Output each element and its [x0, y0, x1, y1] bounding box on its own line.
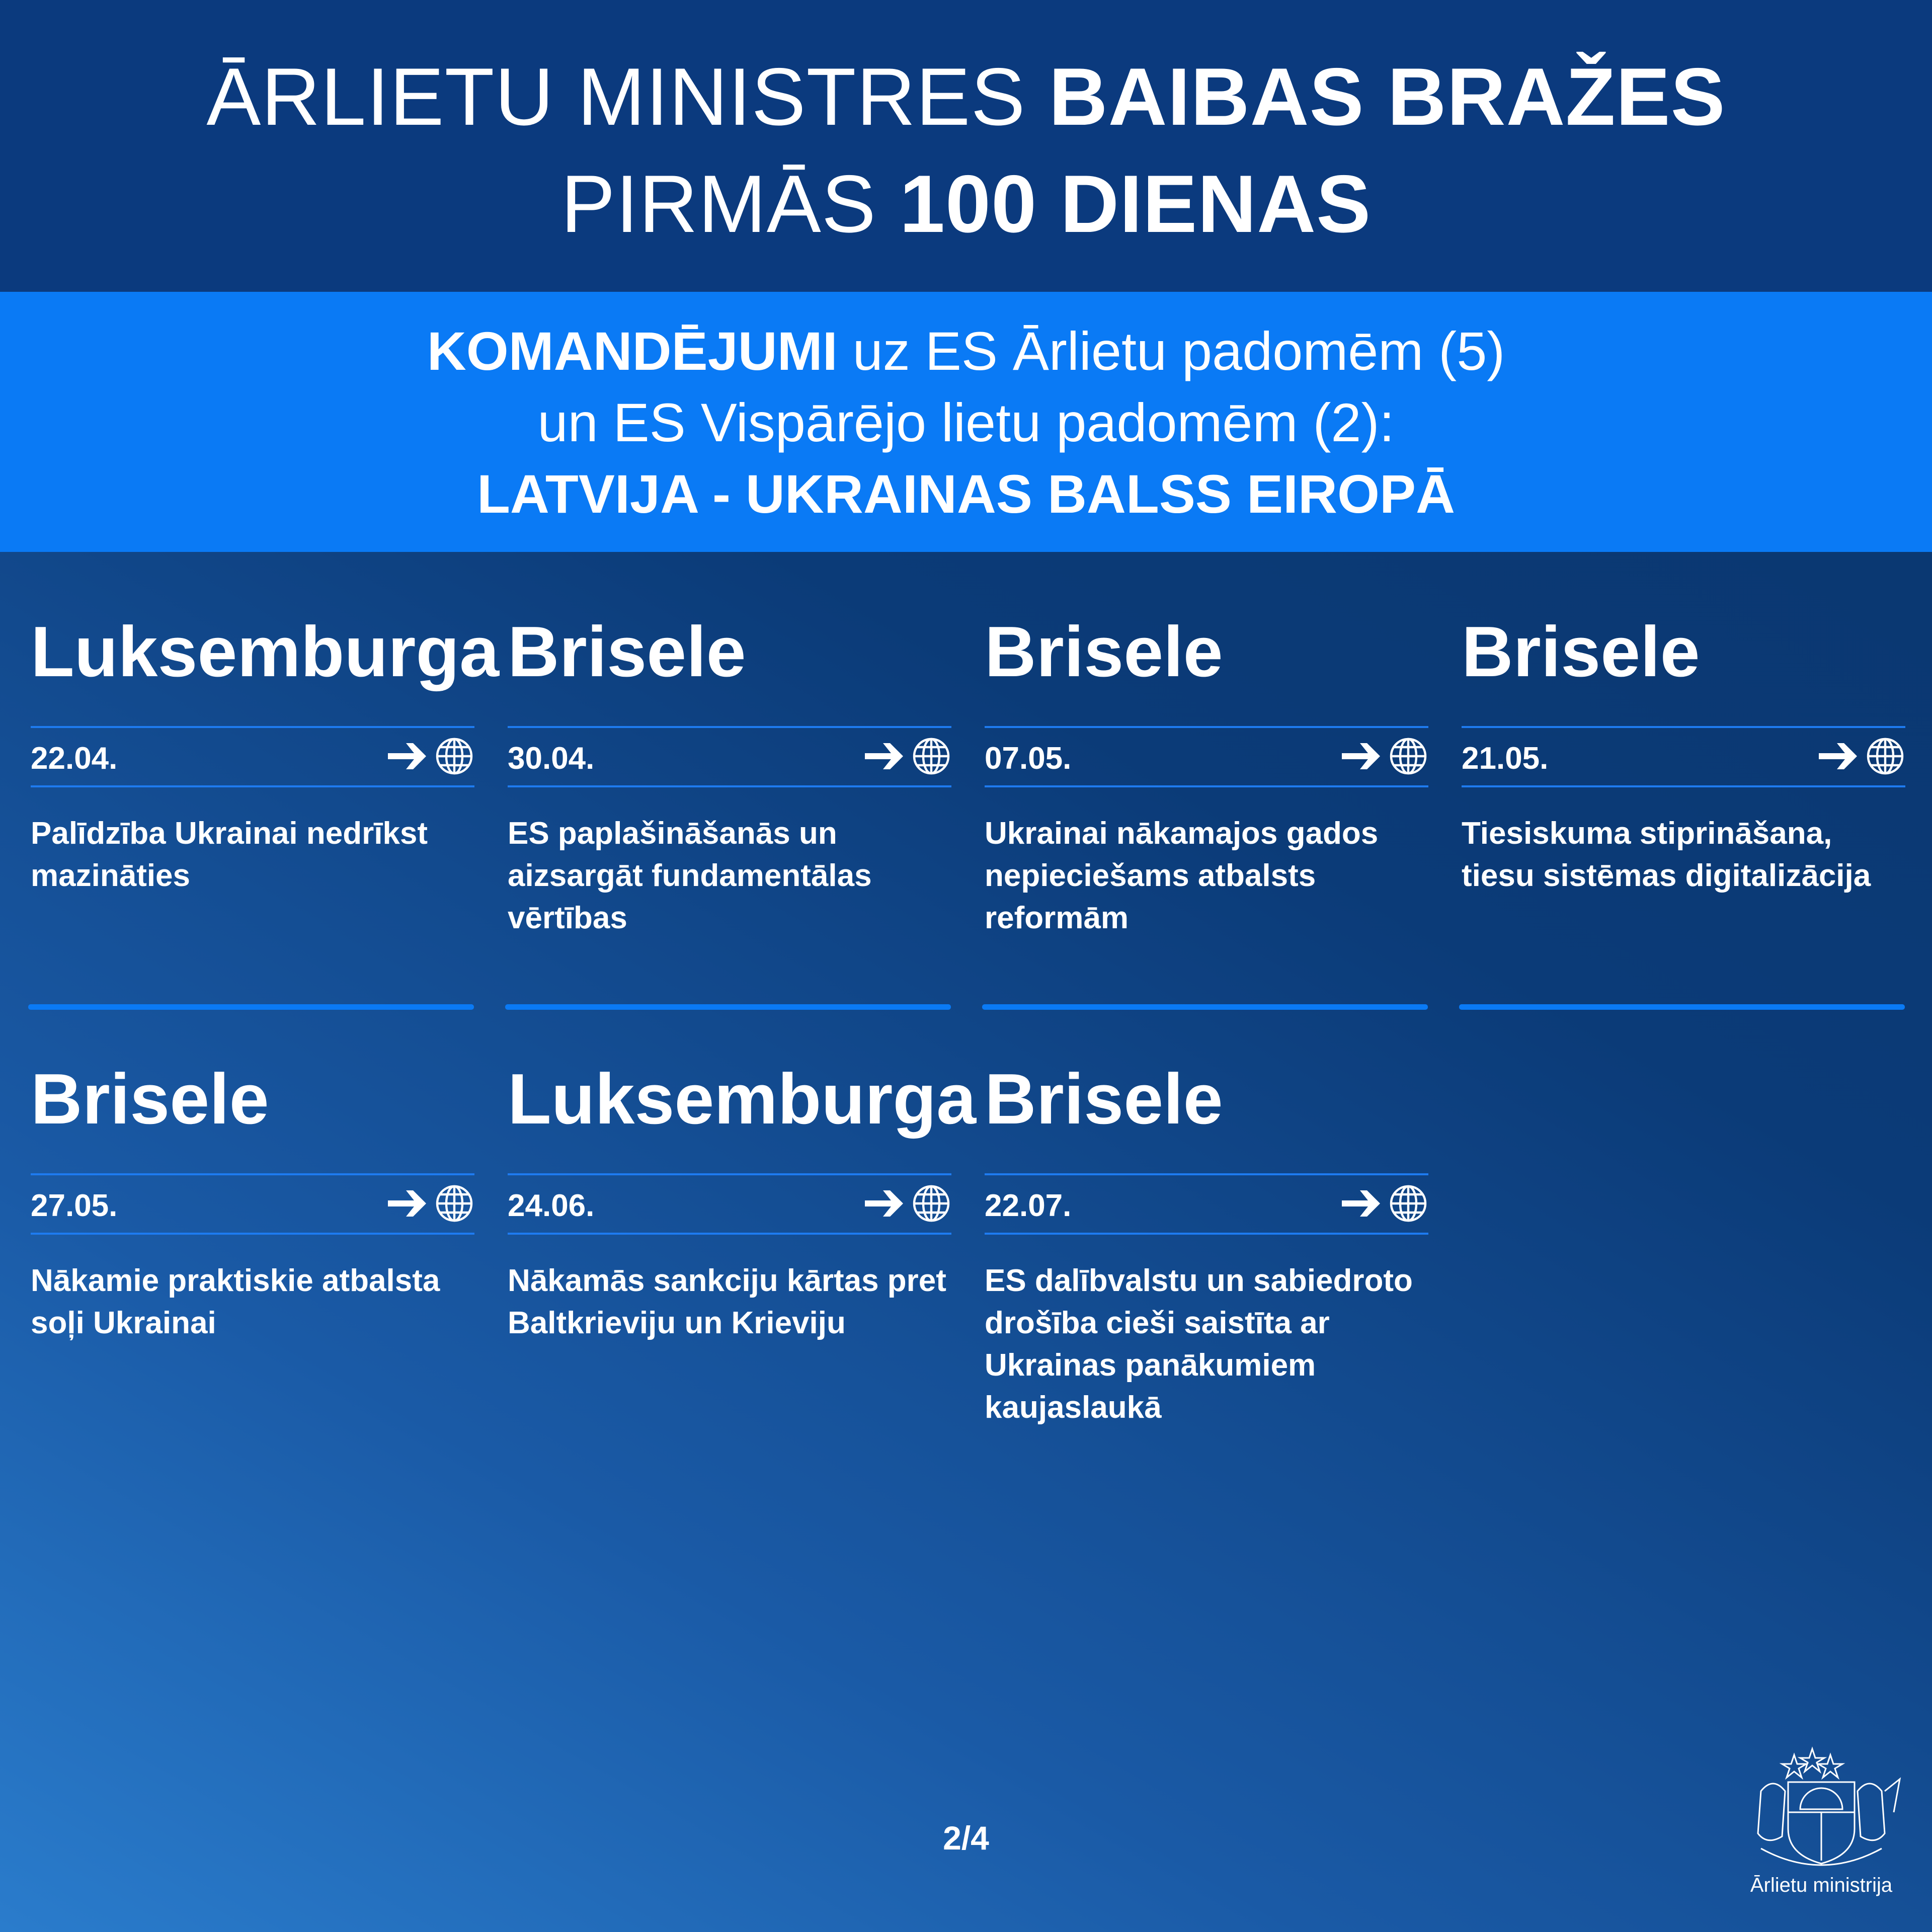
trip-city: Brisele — [31, 1059, 269, 1139]
divider — [31, 1173, 474, 1175]
title-bold: BAIBAS BRAŽES — [1049, 51, 1726, 142]
divider — [508, 1173, 951, 1175]
globe-icon — [434, 1183, 474, 1226]
trip-card: Brisele 21.05. Tiesiskuma stiprināšana, … — [1462, 616, 1905, 1009]
divider — [1462, 785, 1905, 787]
trip-icons — [1340, 736, 1428, 779]
trip-date: 22.07. — [985, 1188, 1072, 1223]
divider — [508, 726, 951, 728]
trip-date: 24.06. — [508, 1188, 595, 1223]
trip-description: Nākamie praktiskie atbalsta soļi Ukraina… — [31, 1263, 440, 1340]
trip-card: Brisele 27.05. Nākamie praktiskie atbals… — [31, 1064, 474, 1456]
globe-icon — [1388, 1183, 1428, 1226]
trip-date: 22.04. — [31, 741, 118, 776]
trip-date: 21.05. — [1462, 741, 1549, 776]
globe-icon — [1865, 736, 1905, 779]
trip-icons — [386, 1183, 474, 1226]
section-separator — [982, 1004, 1428, 1010]
trip-city: Brisele — [985, 612, 1223, 692]
divider — [31, 1233, 474, 1235]
title-light: PIRMĀS — [560, 158, 900, 250]
trip-icons — [863, 1183, 951, 1226]
section-separator — [28, 1004, 474, 1010]
divider — [1462, 726, 1905, 728]
arrow-right-icon — [863, 740, 907, 775]
trip-card: Brisele 22.07. ES dalībvalstu un sabiedr… — [985, 1064, 1428, 1456]
divider — [985, 726, 1428, 728]
subtitle-line-2: un ES Vispārējo lietu padomēm (2): — [537, 392, 1395, 453]
header: ĀRLIETU MINISTRES BAIBAS BRAŽES PIRMĀS 1… — [0, 0, 1932, 292]
trip-date: 27.05. — [31, 1188, 118, 1223]
subtitle-line-3: LATVIJA - UKRAINAS BALSS EIROPĀ — [476, 463, 1456, 524]
trip-date: 07.05. — [985, 741, 1072, 776]
trip-city: Brisele — [1462, 612, 1700, 692]
trip-description: ES paplašināšanās un aizsargāt fundament… — [508, 816, 872, 935]
trip-city: Brisele — [985, 1059, 1223, 1139]
divider — [508, 1233, 951, 1235]
trip-icons — [1340, 1183, 1428, 1226]
title-line-1: ĀRLIETU MINISTRES BAIBAS BRAŽES — [0, 56, 1932, 138]
subtitle-line-1: KOMANDĒJUMI uz ES Ārlietu padomēm (5) — [0, 324, 1932, 378]
globe-icon — [911, 1183, 951, 1226]
title-bold: 100 DIENAS — [899, 158, 1372, 250]
globe-icon — [434, 736, 474, 779]
trip-city: Luksemburga — [508, 1059, 977, 1139]
page-indicator: 2/4 — [943, 1819, 989, 1857]
divider — [31, 785, 474, 787]
coat-of-arms-logo — [1757, 1746, 1901, 1866]
trip-card: Brisele 07.05. Ukrainai nākamajos gados … — [985, 616, 1428, 1009]
subtitle-band: KOMANDĒJUMI uz ES Ārlietu padomēm (5) un… — [0, 292, 1932, 552]
title-light: ĀRLIETU MINISTRES — [206, 51, 1049, 142]
trip-description: Palīdzība Ukrainai nedrīkst mazināties — [31, 816, 428, 893]
globe-icon — [1388, 736, 1428, 779]
subtitle-text: uz ES Ārlietu padomēm (5) — [837, 320, 1505, 381]
trip-city: Brisele — [508, 612, 746, 692]
trip-icons — [863, 736, 951, 779]
trip-card: Brisele 30.04. ES paplašināšanās un aizs… — [508, 616, 951, 1009]
trip-description: Tiesiskuma stiprināšana, tiesu sistēmas … — [1462, 816, 1871, 893]
arrow-right-icon — [386, 1187, 430, 1222]
subtitle-bold: KOMANDĒJUMI — [427, 320, 838, 381]
globe-icon — [911, 736, 951, 779]
title-line-2: PIRMĀS 100 DIENAS — [0, 164, 1932, 245]
trip-date: 30.04. — [508, 741, 595, 776]
divider — [985, 1173, 1428, 1175]
trip-description: ES dalībvalstu un sabiedroto drošība cie… — [985, 1263, 1413, 1425]
arrow-right-icon — [1340, 1187, 1384, 1222]
arrow-right-icon — [386, 740, 430, 775]
trip-city: Luksemburga — [31, 612, 500, 692]
arrow-right-icon — [1817, 740, 1861, 775]
trip-icons — [1817, 736, 1905, 779]
trip-card: Luksemburga 24.06. Nākamās sankciju kārt… — [508, 1064, 976, 1456]
divider — [985, 785, 1428, 787]
divider — [985, 1233, 1428, 1235]
divider — [508, 785, 951, 787]
ministry-name: Ārlietu ministrija — [1750, 1874, 1893, 1896]
trip-card: Luksemburga 22.04. Palīdzība Ukrainai ne… — [31, 616, 499, 1009]
section-separator — [1459, 1004, 1905, 1010]
trip-icons — [386, 736, 474, 779]
section-separator — [505, 1004, 951, 1010]
trip-description: Nākamās sankciju kārtas pret Baltkrievij… — [508, 1263, 946, 1340]
divider — [31, 726, 474, 728]
arrow-right-icon — [1340, 740, 1384, 775]
arrow-right-icon — [863, 1187, 907, 1222]
trip-description: Ukrainai nākamajos gados nepieciešams at… — [985, 816, 1379, 935]
